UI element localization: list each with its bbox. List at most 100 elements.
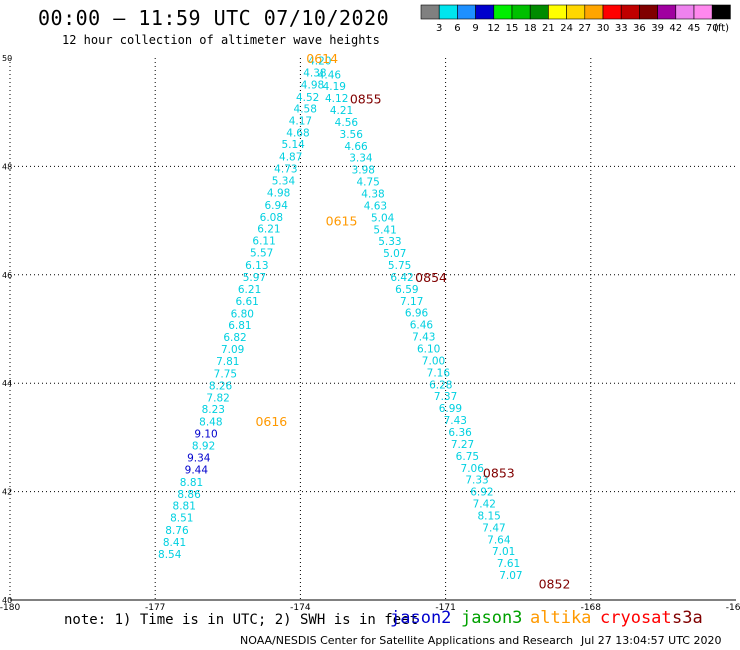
wave-height-label: 6.80 <box>231 308 254 320</box>
wave-height-label: 4.19 <box>323 81 346 93</box>
wave-height-label: 6.94 <box>265 200 289 212</box>
wave-height-label: 8.92 <box>192 441 215 453</box>
wave-height-label: 6.13 <box>245 260 268 272</box>
wave-height-label: 7.47 <box>482 522 505 534</box>
color-legend: 3 6 9 12 15 18 21 24 27 30 33 36 39 42 45 70(ft) <box>420 4 731 34</box>
x-tick-label: -174 <box>290 603 311 613</box>
legend-bin-label: 42 <box>669 23 682 34</box>
wave-height-label: 6.36 <box>448 427 472 439</box>
wave-height-label: 5.97 <box>243 272 266 284</box>
wave-height-label: 4.20 <box>308 56 331 68</box>
wave-height-label: 6.21 <box>238 284 261 296</box>
wave-height-label: 6.96 <box>405 308 429 320</box>
wave-height-label: 3.56 <box>340 129 364 141</box>
page-title: 00:00 – 11:59 UTC 07/10/2020 <box>38 6 390 30</box>
wave-height-label: 5.41 <box>373 224 396 236</box>
wave-height-label: 6.81 <box>228 320 251 332</box>
legend-bin-label: 24 <box>560 23 573 34</box>
legend-s3a: s3a <box>672 608 703 628</box>
y-tick-label: 40 <box>2 596 12 605</box>
wave-height-label: 4.98 <box>301 80 324 92</box>
wave-height-label: 7.75 <box>214 368 237 380</box>
wave-height-label: 5.34 <box>272 175 296 187</box>
wave-height-label: 7.43 <box>412 332 435 344</box>
wave-height-label: 3.98 <box>352 165 375 177</box>
wave-height-label: 3.34 <box>349 153 373 165</box>
wave-height-label: 8.23 <box>202 404 225 416</box>
wave-height-label: 4.38 <box>303 68 326 80</box>
legend-bin-label: 6 <box>454 23 460 34</box>
pass-time-label: 0614 <box>306 51 338 66</box>
wave-height-label: 6.08 <box>260 212 283 224</box>
wave-height-label: 8.76 <box>165 525 189 537</box>
legend-bin-label: 18 <box>524 23 537 34</box>
wave-height-label: 7.42 <box>473 499 496 511</box>
wave-height-label: 7.64 <box>487 534 511 546</box>
wave-height-label: 7.09 <box>221 344 244 356</box>
wave-height-label: 8.51 <box>170 513 193 525</box>
wave-height-label: 6.59 <box>395 284 418 296</box>
pass-time-label: 0852 <box>539 577 571 592</box>
wave-height-label: 6.82 <box>223 332 246 344</box>
wave-height-label: 9.10 <box>194 429 217 441</box>
pass-time-label: 0854 <box>415 270 447 285</box>
generated-timestamp: Jul 27 13:04:57 UTC 2020 <box>581 634 722 647</box>
wave-height-label: 4.12 <box>325 93 348 105</box>
wave-height-label: 8.54 <box>158 549 182 561</box>
wave-height-label: 8.41 <box>163 537 186 549</box>
wave-height-label: 7.17 <box>400 296 423 308</box>
wave-height-label: 8.81 <box>180 477 203 489</box>
page-subtitle: 12 hour collection of altimeter wave hei… <box>62 33 380 47</box>
wave-height-label: 7.43 <box>444 415 467 427</box>
wave-height-label: 4.98 <box>267 187 290 199</box>
wave-height-label: 7.16 <box>427 367 451 379</box>
wave-height-label: 6.21 <box>257 224 280 236</box>
wave-height-label: 7.00 <box>422 355 445 367</box>
y-tick-label: 50 <box>2 54 12 63</box>
legend-jason2: jason2 <box>390 608 452 628</box>
wave-height-label: 5.04 <box>371 212 395 224</box>
pass-time-label: 0616 <box>255 414 287 429</box>
wave-height-label: 7.06 <box>461 463 485 475</box>
legend-unit: (ft) <box>714 23 729 34</box>
legend-swatch <box>711 4 731 20</box>
wave-height-label: 6.10 <box>417 344 440 356</box>
wave-height-label: 8.86 <box>177 489 201 501</box>
wave-height-label: 6.46 <box>410 320 434 332</box>
wave-height-label: 4.21 <box>330 105 353 117</box>
wave-height-label: 9.44 <box>185 464 209 476</box>
credit-text: NOAA/NESDIS Center for Satellite Applica… <box>240 634 574 647</box>
wave-height-label: 5.57 <box>250 248 273 260</box>
wave-height-label: 8.26 <box>209 380 233 392</box>
wave-height-label: 8.48 <box>199 417 222 429</box>
wave-height-label: 5.33 <box>378 236 401 248</box>
legend-bin-label: 70 <box>706 23 719 34</box>
wave-height-label: 5.07 <box>383 248 406 260</box>
legend-altika: altika <box>530 608 592 628</box>
wave-height-label: 6.92 <box>470 487 493 499</box>
wave-height-label: 6.11 <box>252 236 275 248</box>
legend-bin-label: 45 <box>688 23 701 34</box>
wave-height-label: 7.07 <box>499 570 522 582</box>
x-tick-label: -180 <box>0 603 20 613</box>
legend-bin-label: 9 <box>472 23 478 34</box>
wave-height-label: 5.75 <box>388 260 411 272</box>
wave-height-label: 7.37 <box>434 391 457 403</box>
legend-jason3: jason3 <box>461 608 523 628</box>
pass-time-label: 0853 <box>483 466 515 481</box>
y-tick-label: 42 <box>2 488 12 497</box>
wave-height-label: 4.75 <box>356 177 379 189</box>
wave-height-label: 9.34 <box>187 452 211 464</box>
y-tick-label: 44 <box>2 379 12 388</box>
footer-note: note: 1) Time is in UTC; 2) SWH is in fe… <box>64 612 419 628</box>
wave-height-label: 4.17 <box>289 115 312 127</box>
legend-bin-label: 39 <box>651 23 664 34</box>
wave-height-label: 4.38 <box>361 189 384 201</box>
x-tick-label: -177 <box>145 603 165 613</box>
wave-height-label: 7.01 <box>492 546 515 558</box>
wave-height-label: 4.73 <box>274 164 297 176</box>
pass-time-label: 0615 <box>326 214 358 229</box>
legend-bin-label: 33 <box>615 23 628 34</box>
wave-height-label: 4.52 <box>296 92 319 104</box>
wave-height-label: 7.27 <box>451 439 474 451</box>
